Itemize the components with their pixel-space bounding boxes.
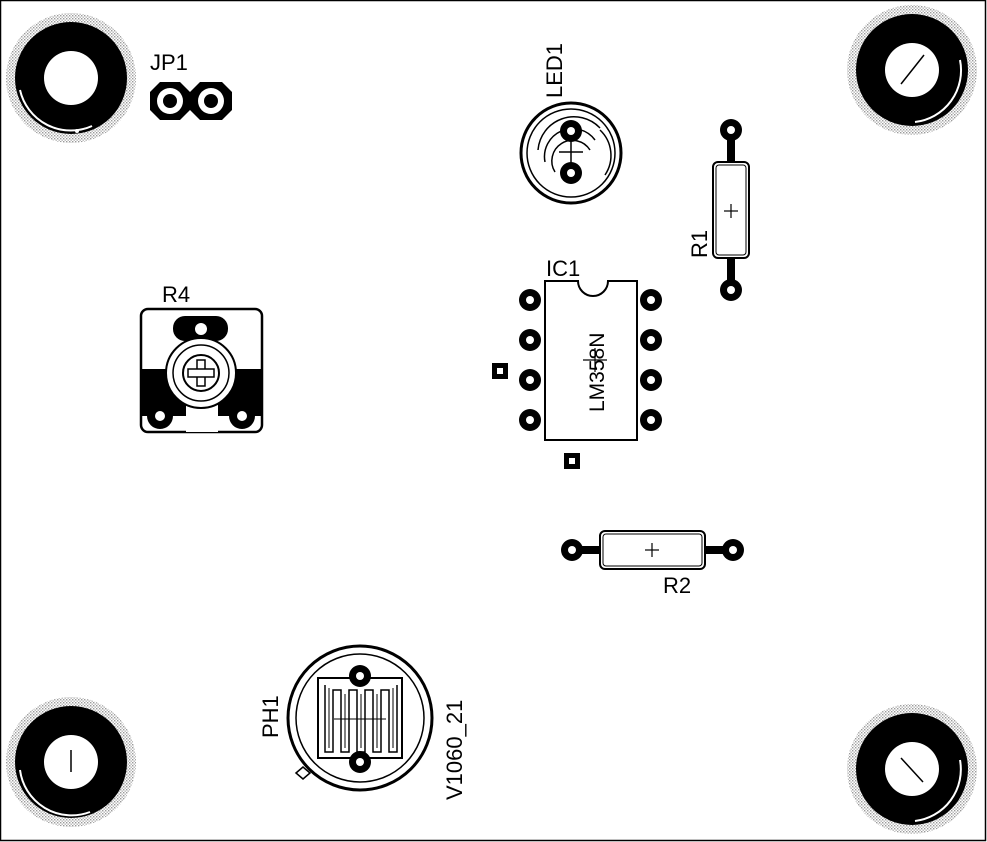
r1-label: R1 xyxy=(687,230,712,258)
mounting-hole-top-right xyxy=(847,5,977,135)
mounting-hole-bottom-right xyxy=(847,704,977,834)
mounting-hole-top-left xyxy=(6,13,136,143)
ph1-value: V1060_21 xyxy=(442,700,467,800)
jumper-jp1: JP1 xyxy=(150,50,232,120)
mounting-hole-bottom-left xyxy=(6,697,136,827)
ic-ic1: IC1 LM358N xyxy=(519,256,662,441)
jp1-label: JP1 xyxy=(150,50,188,75)
r2-label: R2 xyxy=(663,573,691,598)
resistor-r2: R2 xyxy=(561,530,744,598)
trimmer-r4: R4 xyxy=(139,282,264,434)
led1-label: LED1 xyxy=(542,43,567,98)
via-square-1 xyxy=(492,363,508,379)
ph1-label: PH1 xyxy=(258,695,283,738)
via-square-2 xyxy=(564,453,580,469)
ic1-value: LM358N xyxy=(586,333,609,412)
led-led1: LED1 xyxy=(519,43,623,205)
ic1-label: IC1 xyxy=(546,256,580,281)
r4-label: R4 xyxy=(162,282,190,307)
resistor-r1: R1 xyxy=(687,119,750,301)
photoresistor-ph1: PH1 V1060_21 xyxy=(258,644,467,800)
